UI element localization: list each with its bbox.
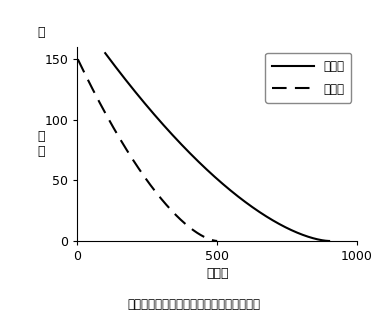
外国産 (158, 196, 163, 200)
Text: 価
格: 価 格 (37, 130, 45, 158)
X-axis label: 世帯数: 世帯数 (206, 267, 229, 280)
外国産 (151, 187, 156, 191)
国内産 (211, 173, 215, 177)
国内産 (321, 239, 326, 242)
国内産 (209, 172, 214, 176)
Line: 外国産: 外国産 (78, 59, 217, 241)
Legend: 国内産, 外国産: 国内産, 外国産 (265, 53, 351, 103)
外国産 (215, 239, 220, 243)
国内産 (224, 185, 229, 189)
国内産 (103, 51, 107, 55)
Line: 国内産: 国内産 (105, 53, 329, 241)
Text: 円: 円 (37, 26, 45, 39)
外国産 (142, 176, 147, 179)
外国産 (190, 227, 194, 231)
外国産 (142, 174, 146, 178)
外国産 (211, 239, 216, 242)
国内産 (286, 227, 291, 231)
国内産 (327, 239, 331, 243)
Text: 図２　国内産と外国産のイチゴの需要関数: 図２ 国内産と外国産のイチゴの需要関数 (128, 298, 260, 311)
国内産 (236, 195, 241, 199)
外国産 (76, 57, 80, 61)
